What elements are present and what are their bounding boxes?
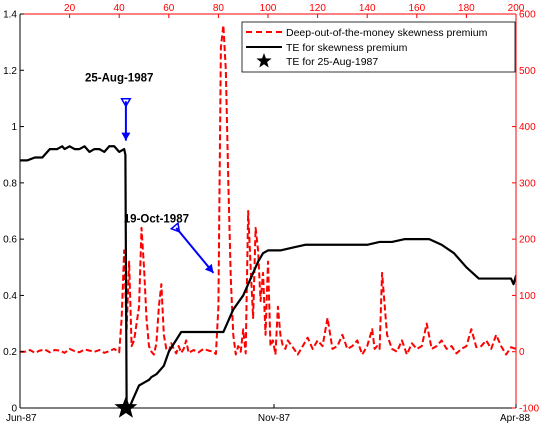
top-tick-label: 160 bbox=[408, 3, 425, 14]
right-tick-label: 300 bbox=[519, 178, 536, 189]
right-tick-label: 500 bbox=[519, 66, 536, 77]
top-tick-label: 40 bbox=[114, 3, 126, 14]
left-tick-label: 1 bbox=[11, 122, 17, 133]
legend-box bbox=[241, 21, 516, 73]
annotation-arrow-head bbox=[121, 132, 131, 141]
top-tick-label: 20 bbox=[64, 3, 76, 14]
te-skewness-line bbox=[20, 145, 516, 408]
top-tick-label: 80 bbox=[213, 3, 225, 14]
left-tick-label: 1.4 bbox=[3, 10, 17, 21]
right-tick-label: 600 bbox=[519, 10, 536, 21]
annotation-arrow-tail bbox=[169, 221, 181, 233]
legend-label-te: TE for skewness premium bbox=[286, 42, 408, 54]
top-tick-label: 60 bbox=[163, 3, 175, 14]
left-tick-label: 1.2 bbox=[3, 66, 17, 77]
left-tick-label: 0 bbox=[11, 404, 17, 415]
top-tick-label: 100 bbox=[260, 3, 277, 14]
plot-area bbox=[20, 14, 516, 408]
annotation-layer: 25-Aug-1987 19-Oct-1987 bbox=[85, 73, 215, 418]
left-tick-label: 0.8 bbox=[3, 178, 17, 189]
series-layer bbox=[20, 24, 516, 408]
right-tick-label: 200 bbox=[519, 235, 536, 246]
right-tick-label: 100 bbox=[519, 291, 536, 302]
legend-label-event: TE for 25-Aug-1987 bbox=[286, 56, 378, 68]
annotation-label-oct: 19-Oct-1987 bbox=[124, 213, 189, 225]
bottom-tick-label: Jun-87 bbox=[6, 413, 37, 424]
bottom-tick-label: Apr-88 bbox=[500, 413, 530, 424]
right-tick-label: 0 bbox=[519, 347, 525, 358]
top-tick-label: 140 bbox=[359, 3, 376, 14]
annotation-label-aug: 25-Aug-1987 bbox=[85, 73, 153, 85]
legend-label-skew: Deep-out-of-the-money skewness premium bbox=[286, 27, 488, 39]
skewness-premium-line bbox=[20, 24, 516, 356]
left-tick-label: 0.4 bbox=[3, 291, 17, 302]
right-tick-label: 400 bbox=[519, 122, 536, 133]
top-tick-label: 120 bbox=[309, 3, 326, 14]
te-event-star-marker bbox=[114, 396, 138, 418]
top-tick-label: 200 bbox=[508, 3, 525, 14]
annotation-arrow-tail bbox=[120, 97, 132, 108]
legend: Deep-out-of-the-money skewness premium T… bbox=[241, 21, 516, 73]
bottom-tick-label: Nov-87 bbox=[258, 413, 291, 424]
annotation-arrow-head bbox=[204, 263, 214, 273]
top-tick-label: 180 bbox=[458, 3, 475, 14]
left-tick-label: 0.6 bbox=[3, 235, 17, 246]
legend-star-icon bbox=[256, 53, 272, 68]
axis-layer: 0 0.2 0.4 0.6 0.8 1 1.2 1.4 -100 0 100 200 300 400 500… bbox=[3, 3, 539, 424]
annotation-arrow-shaft bbox=[175, 227, 215, 274]
right-tick-label: -100 bbox=[519, 404, 539, 415]
left-tick-label: 0.2 bbox=[3, 347, 17, 358]
